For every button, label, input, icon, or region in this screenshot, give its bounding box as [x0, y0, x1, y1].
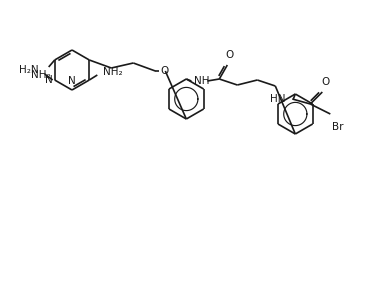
Text: Br: Br: [332, 122, 344, 132]
Text: N: N: [45, 75, 53, 85]
Text: NH: NH: [194, 76, 210, 86]
Text: N: N: [68, 76, 76, 86]
Text: NH₂: NH₂: [103, 67, 123, 77]
Text: NH₂: NH₂: [31, 70, 50, 80]
Text: H₂N: H₂N: [19, 65, 39, 75]
Text: O: O: [321, 77, 329, 87]
Text: O: O: [225, 50, 233, 60]
Text: O: O: [160, 66, 168, 76]
Text: HN: HN: [270, 94, 285, 104]
